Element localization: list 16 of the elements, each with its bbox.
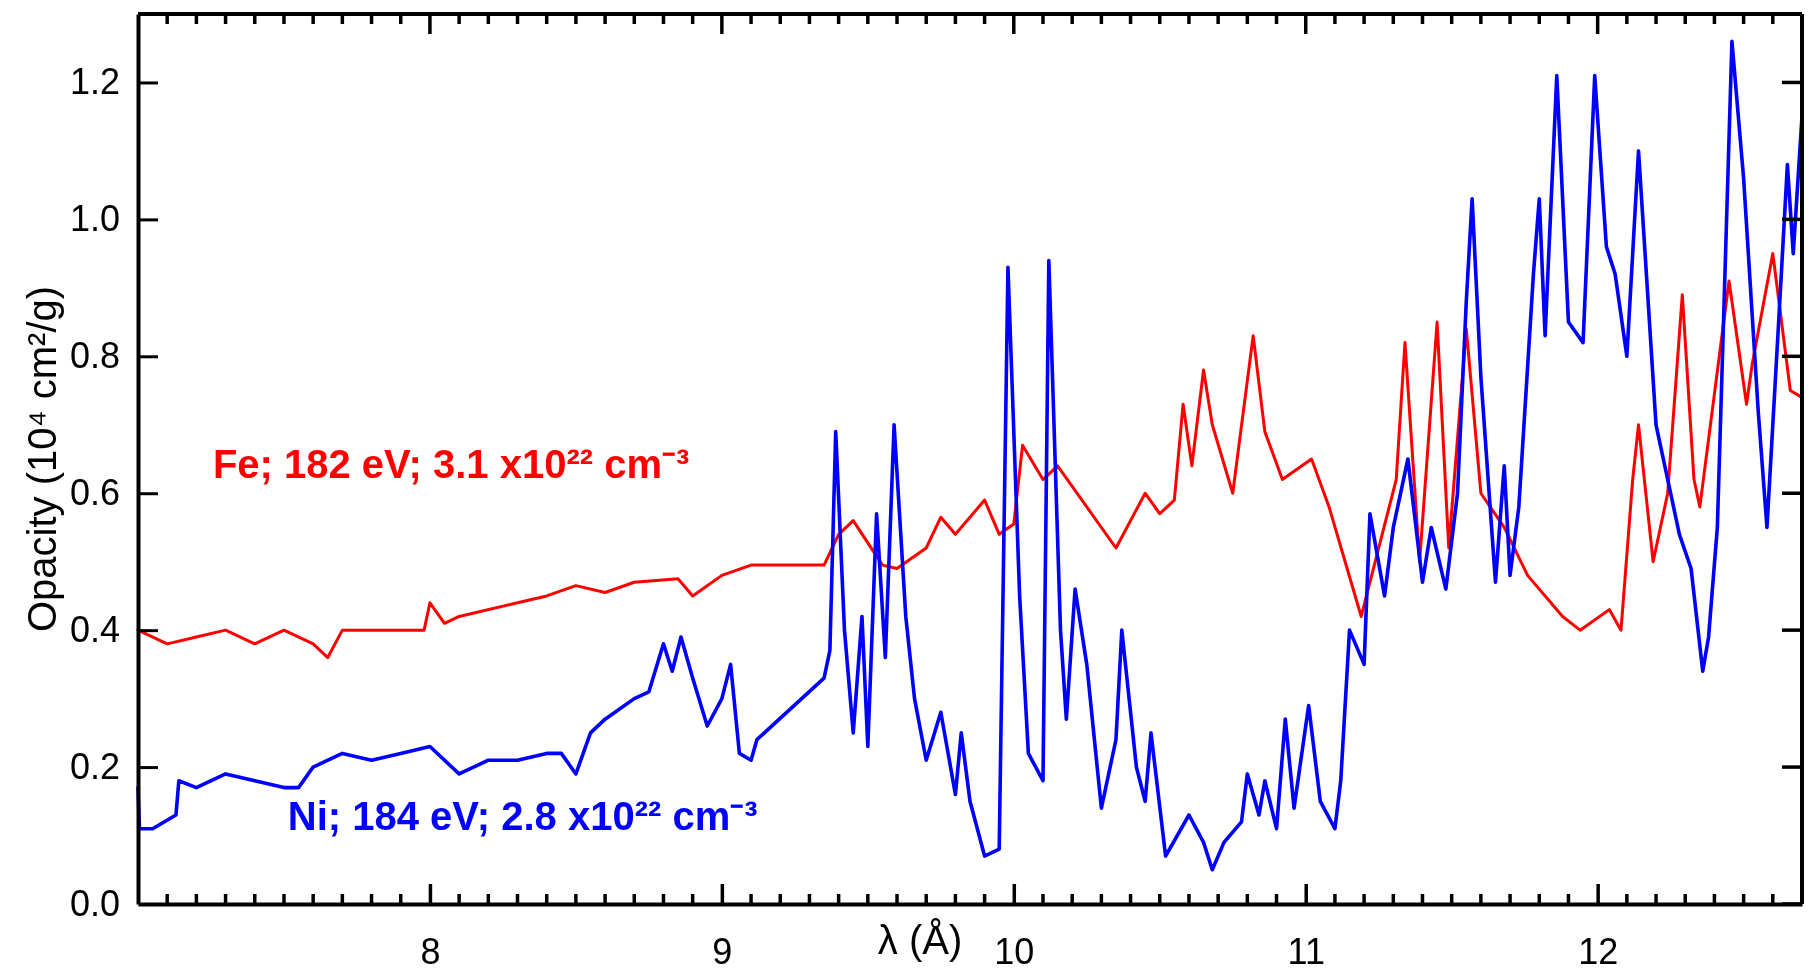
- y-tick-label: 0.8: [69, 335, 120, 377]
- y-axis-title: Opacity (10⁴ cm²/g): [20, 285, 64, 633]
- y-tick-label: 0.6: [69, 472, 120, 514]
- x-tick-label: 9: [712, 930, 733, 972]
- y-tick-label: 0.0: [69, 883, 120, 925]
- text: Fe; 182 eV; 3.1 x10²² cm⁻³: [212, 442, 690, 487]
- y-tick-label: 1.2: [69, 61, 120, 103]
- x-tick-label: 10: [994, 930, 1035, 972]
- x-tick-label: 12: [1578, 930, 1619, 972]
- y-tick-label: 0.4: [69, 609, 120, 651]
- y-tick-label: 1.0: [69, 198, 120, 240]
- x-tick-label: 8: [420, 930, 441, 972]
- series-label: Ni; 184 eV; 2.8 x10²² cm⁻³: [287, 794, 758, 839]
- x-axis-title: λ (Å): [877, 918, 963, 962]
- x-tick-label: 11: [1287, 930, 1325, 972]
- y-tick-label: 0.2: [69, 746, 120, 788]
